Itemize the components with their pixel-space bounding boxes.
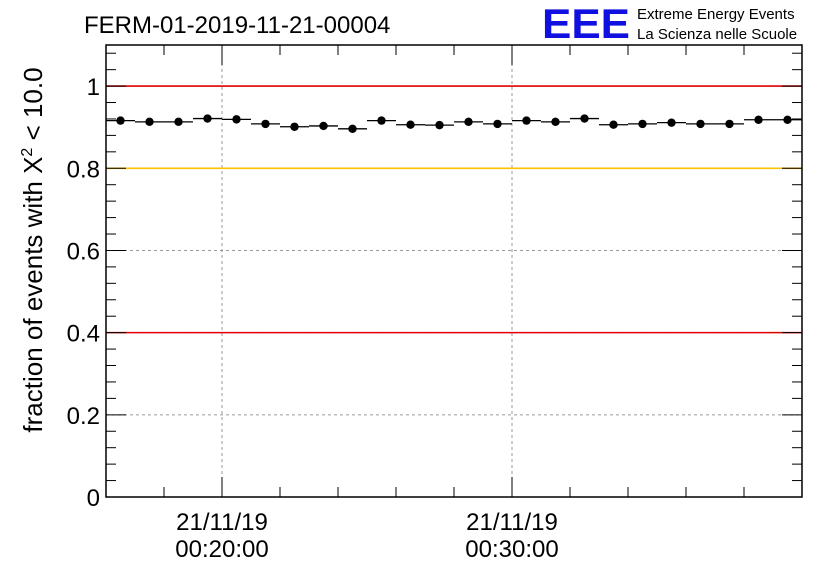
logo-line-1: Extreme Energy Events <box>637 6 795 23</box>
plot-frame <box>105 44 803 498</box>
data-point <box>667 118 676 127</box>
data-point <box>290 122 299 131</box>
data-point <box>580 114 589 123</box>
x-tick-label-date: 21/11/19 <box>466 509 558 536</box>
chart-title: FERM-01-2019-11-21-00004 <box>84 12 390 39</box>
data-point <box>377 116 386 125</box>
y-tick-label: 0.4 <box>67 321 100 348</box>
data-point <box>551 117 560 127</box>
data-point <box>638 119 647 129</box>
logo-letters: EEE <box>542 0 630 47</box>
data-point <box>116 116 125 125</box>
data-point <box>754 115 763 124</box>
x-tick-label-date: 21/11/19 <box>176 509 268 536</box>
data-point <box>232 115 241 124</box>
y-tick-label: 0.2 <box>67 403 100 430</box>
data-point <box>203 114 212 123</box>
plot-area: 00.20.40.60.8121/11/1900:20:0021/11/1900… <box>67 44 803 563</box>
data-point <box>145 117 154 127</box>
data-point <box>696 119 705 129</box>
x-tick-label-time: 00:20:00 <box>175 536 268 563</box>
eee-logo: EEE Extreme Energy Events La Scienza nel… <box>542 0 797 47</box>
data-point <box>725 119 734 129</box>
y-tick-label: 0 <box>87 485 100 512</box>
data-point <box>783 115 792 124</box>
y-tick-label: 0.6 <box>67 238 100 265</box>
data-point <box>261 119 270 129</box>
data-point <box>319 121 328 131</box>
x-tick-label-time: 00:30:00 <box>465 536 558 563</box>
data-point <box>609 120 618 129</box>
data-point <box>348 124 357 134</box>
logo-line-2: La Scienza nelle Scuole <box>637 26 797 43</box>
y-axis-label: fraction of events with X2 < 10.0 <box>18 67 48 432</box>
data-point <box>522 116 531 125</box>
y-tick-label: 1 <box>87 74 100 101</box>
data-point <box>464 117 473 127</box>
data-point <box>493 119 502 129</box>
y-tick-label: 0.8 <box>67 156 100 183</box>
data-point <box>435 120 444 130</box>
data-point <box>174 117 183 127</box>
data-point <box>406 120 415 129</box>
